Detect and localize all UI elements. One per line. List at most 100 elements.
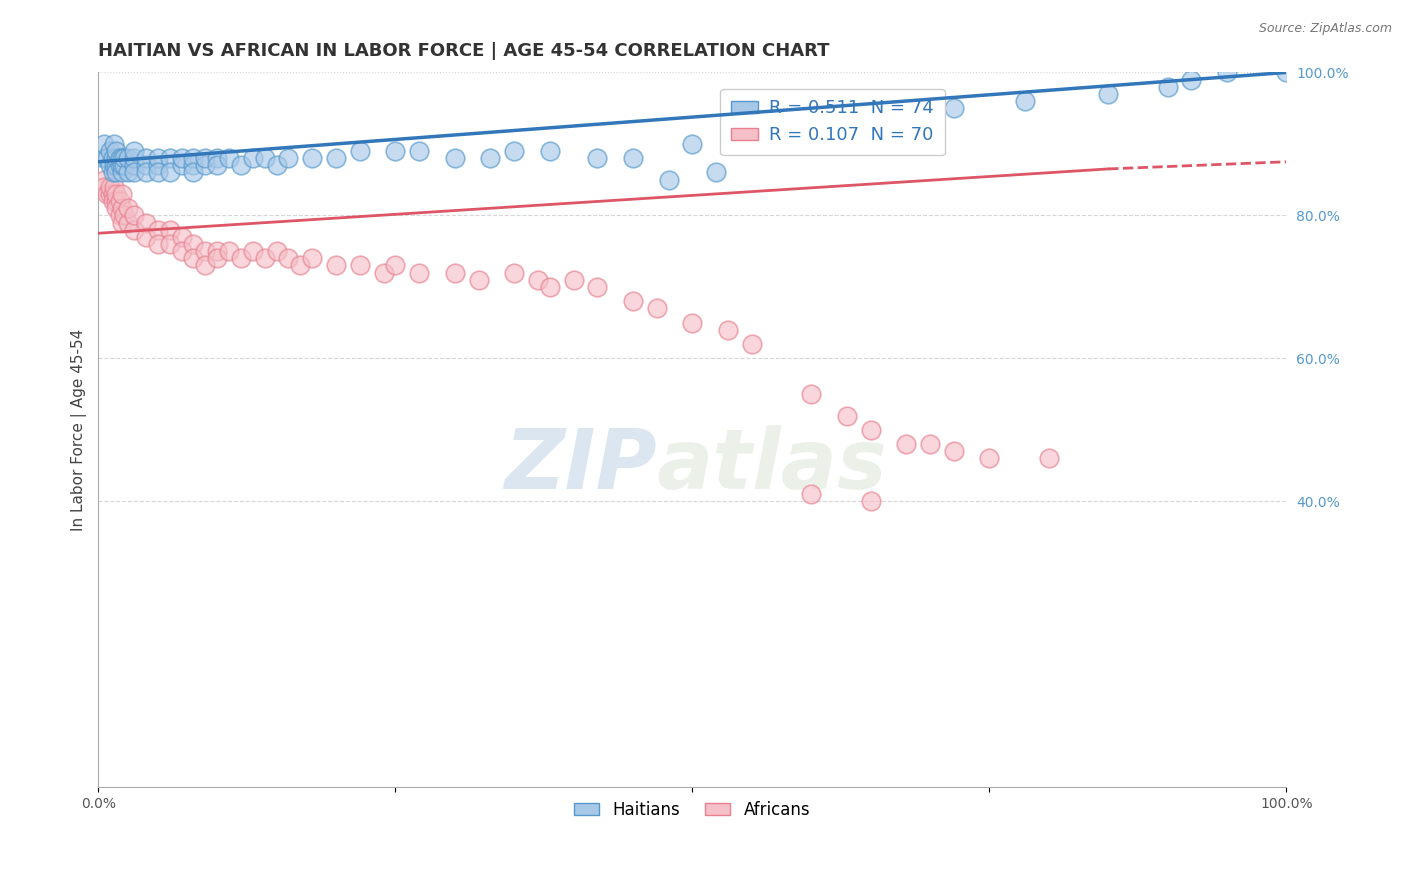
Point [1180, 72, 1202, 87]
Point [105, 158, 128, 172]
Point [1014, 94, 1036, 108]
Text: ZIP: ZIP [505, 425, 657, 506]
Point [942, 101, 965, 115]
Point [253, 151, 276, 165]
Point [183, 165, 205, 179]
Point [114, 151, 136, 165]
Point [503, 266, 526, 280]
Point [101, 186, 124, 201]
Point [183, 237, 205, 252]
Point [146, 158, 169, 172]
Point [159, 151, 181, 165]
Point [159, 165, 181, 179]
Point [301, 252, 323, 266]
Point [1216, 65, 1239, 79]
Point [146, 222, 169, 236]
Point [467, 273, 489, 287]
Point [135, 215, 157, 229]
Point [183, 252, 205, 266]
Point [117, 215, 139, 229]
Point [242, 244, 264, 259]
Point [325, 259, 347, 273]
Point [277, 252, 299, 266]
Point [325, 151, 347, 165]
Point [146, 151, 169, 165]
Point [266, 244, 288, 259]
Point [146, 237, 169, 252]
Point [229, 158, 252, 172]
Point [135, 165, 157, 179]
Point [111, 186, 134, 201]
Point [835, 409, 858, 423]
Point [253, 252, 276, 266]
Point [96, 151, 118, 165]
Point [105, 144, 128, 158]
Point [108, 151, 131, 165]
Point [105, 201, 128, 215]
Point [218, 244, 240, 259]
Point [194, 158, 217, 172]
Point [538, 280, 561, 294]
Point [122, 158, 145, 172]
Point [111, 165, 134, 179]
Point [111, 215, 134, 229]
Text: HAITIAN VS AFRICAN IN LABOR FORCE | AGE 45-54 CORRELATION CHART: HAITIAN VS AFRICAN IN LABOR FORCE | AGE … [98, 42, 830, 60]
Point [146, 165, 169, 179]
Point [503, 144, 526, 158]
Point [101, 165, 124, 179]
Point [117, 151, 139, 165]
Point [266, 158, 288, 172]
Point [443, 151, 465, 165]
Point [349, 259, 371, 273]
Point [122, 208, 145, 222]
Point [114, 208, 136, 222]
Point [277, 151, 299, 165]
Point [205, 158, 228, 172]
Legend: Haitians, Africans: Haitians, Africans [568, 794, 817, 825]
Point [859, 115, 882, 129]
Point [349, 144, 371, 158]
Point [408, 144, 430, 158]
Point [93, 136, 115, 151]
Point [93, 151, 115, 165]
Point [859, 494, 882, 508]
Point [159, 237, 181, 252]
Point [122, 165, 145, 179]
Point [205, 151, 228, 165]
Point [103, 136, 125, 151]
Point [942, 444, 965, 458]
Point [1038, 451, 1060, 466]
Point [479, 151, 502, 165]
Point [979, 451, 1001, 466]
Point [98, 144, 121, 158]
Point [105, 165, 128, 179]
Point [896, 437, 918, 451]
Point [741, 129, 763, 144]
Point [527, 273, 550, 287]
Point [105, 151, 128, 165]
Point [183, 158, 205, 172]
Point [681, 136, 703, 151]
Point [117, 201, 139, 215]
Point [205, 244, 228, 259]
Point [1275, 65, 1298, 79]
Point [122, 222, 145, 236]
Point [681, 316, 703, 330]
Point [205, 252, 228, 266]
Point [373, 266, 395, 280]
Point [859, 423, 882, 437]
Point [658, 172, 681, 186]
Point [918, 437, 941, 451]
Point [93, 179, 115, 194]
Point [538, 144, 561, 158]
Point [194, 259, 217, 273]
Point [135, 151, 157, 165]
Point [122, 144, 145, 158]
Point [96, 186, 118, 201]
Point [183, 151, 205, 165]
Y-axis label: In Labor Force | Age 45-54: In Labor Force | Age 45-54 [72, 328, 87, 531]
Point [101, 194, 124, 208]
Point [621, 151, 644, 165]
Point [218, 151, 240, 165]
Text: atlas: atlas [657, 425, 887, 506]
